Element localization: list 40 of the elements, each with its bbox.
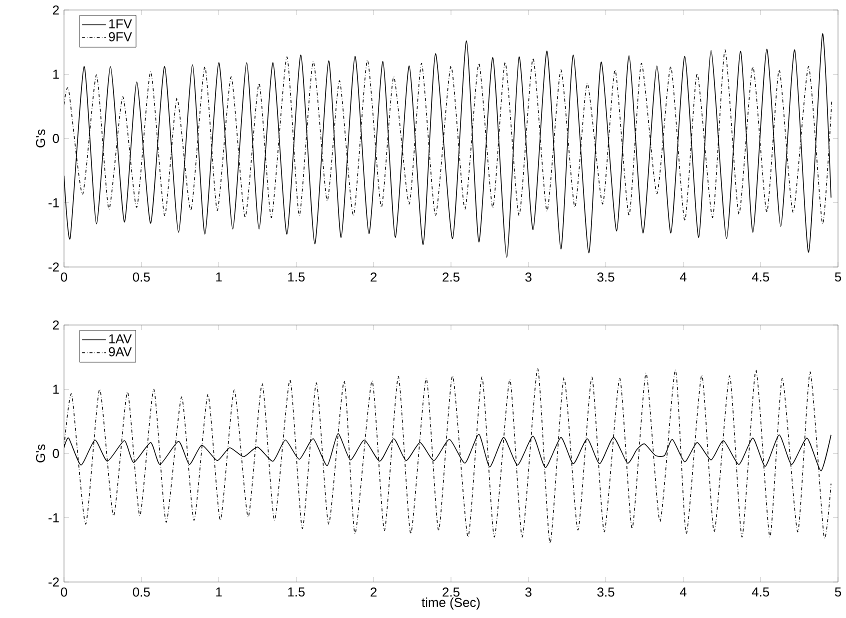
- x-tick-label: 2: [370, 588, 377, 597]
- x-tick-label: 0: [60, 588, 68, 597]
- x-tick-label: 2: [370, 272, 377, 282]
- y-tick-label: 1: [53, 384, 59, 394]
- y-axis-title: G's: [36, 444, 46, 462]
- x-tick-label: 4.5: [752, 588, 770, 597]
- x-tick-label: 1.5: [288, 588, 305, 597]
- legend-label: 1AV: [109, 334, 132, 344]
- x-tick-label: 3: [525, 588, 532, 597]
- x-tick-label: 0.5: [132, 272, 150, 282]
- x-tick-label: 5: [834, 588, 842, 597]
- x-tick-label: 4: [680, 272, 686, 282]
- y-axis-title: G's: [36, 129, 46, 148]
- x-axis-title: time (Sec): [422, 598, 480, 610]
- x-tick-label: 5: [834, 272, 842, 282]
- y-tick-label: 0: [52, 448, 59, 458]
- y-tick-label: 2: [52, 320, 59, 330]
- line-series: [64, 33, 832, 258]
- x-tick-label: 0.5: [132, 588, 150, 597]
- y-tick-label: -2: [48, 262, 59, 272]
- x-tick-label: 4.5: [752, 272, 770, 282]
- x-tick-label: 1.5: [288, 272, 305, 282]
- x-tick-label: 1: [216, 272, 222, 282]
- x-tick-label: 2.5: [442, 588, 460, 597]
- y-tick-label: 2: [52, 5, 59, 15]
- x-tick-label: 1: [216, 588, 222, 596]
- x-tick-label: 0: [60, 272, 68, 282]
- x-tick-label: 2.5: [442, 272, 460, 282]
- legend-label: 1FV: [109, 19, 132, 28]
- legend-label: 9AV: [108, 347, 132, 356]
- legend-label: 9FV: [108, 32, 132, 42]
- y-tick-label: -2: [48, 577, 59, 587]
- x-tick-label: 3.5: [597, 588, 614, 597]
- x-tick-label: 3.5: [597, 272, 614, 282]
- y-tick-label: 0: [52, 134, 59, 144]
- y-tick-label: -1: [48, 198, 59, 208]
- y-tick-label: 1: [53, 70, 59, 79]
- x-tick-label: 4: [680, 588, 686, 596]
- x-tick-label: 3: [525, 272, 532, 282]
- y-tick-label: -1: [48, 513, 59, 522]
